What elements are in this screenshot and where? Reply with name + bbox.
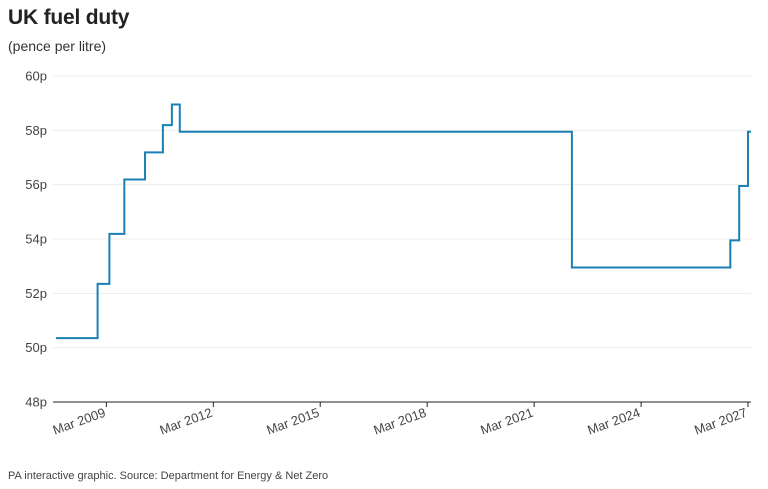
tick-labels: 48p 50p 52p 54p 56p 58p 60p Mar 2009 Mar 2012 Mar… — [25, 69, 749, 438]
x-tick-label: Mar 2024 — [585, 405, 642, 438]
x-tick-label: Mar 2015 — [265, 405, 322, 438]
y-tick-label: 52p — [25, 286, 47, 301]
y-tick-label: 50p — [25, 340, 47, 355]
grid-lines — [53, 75, 751, 349]
x-tick-label: Mar 2021 — [478, 405, 535, 438]
x-tick-label: Mar 2012 — [158, 405, 215, 438]
y-tick-label: 60p — [25, 69, 47, 84]
y-tick-label: 56p — [25, 177, 47, 192]
axes — [53, 401, 751, 407]
y-tick-label: 54p — [25, 232, 47, 247]
series-layer — [55, 103, 751, 340]
fuel-duty-series-line — [55, 103, 751, 340]
y-tick-label: 58p — [25, 123, 47, 138]
chart-subtitle: (pence per litre) — [8, 38, 107, 54]
x-tick-label: Mar 2018 — [371, 405, 428, 438]
chart-title: UK fuel duty — [8, 6, 130, 29]
source-note: PA interactive graphic. Source: Departme… — [8, 470, 329, 482]
x-tick-label: Mar 2009 — [51, 405, 108, 438]
y-tick-label: 48p — [25, 395, 47, 410]
x-tick-label: Mar 2027 — [692, 405, 749, 438]
